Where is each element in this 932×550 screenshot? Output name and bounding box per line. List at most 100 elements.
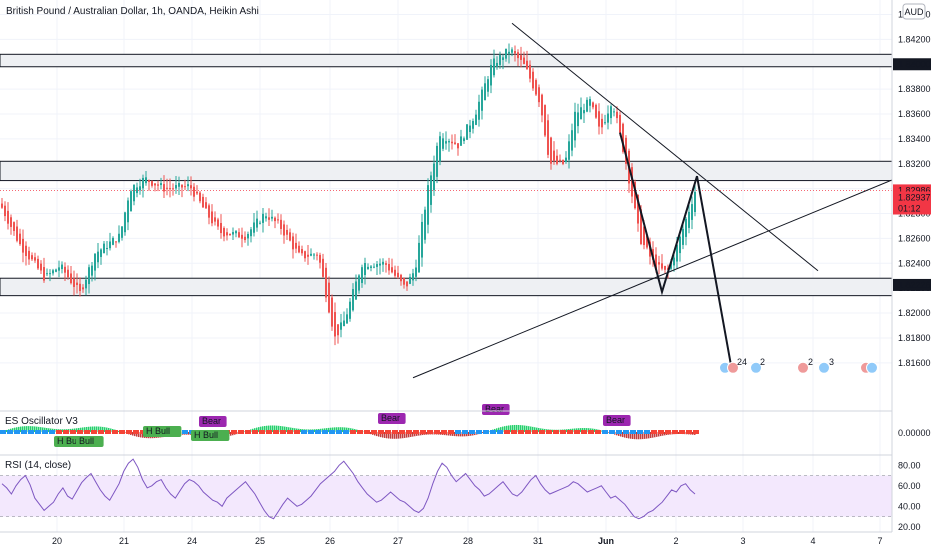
candle-body (331, 297, 333, 327)
sr-zone[interactable] (0, 53, 893, 68)
signal-label-box (76, 436, 104, 447)
time-axis-label: 20 (52, 536, 62, 546)
oscillator-signal-segment (434, 430, 440, 434)
candle-body (361, 267, 363, 283)
candle-body (298, 245, 300, 253)
oscillator-bar (88, 426, 90, 432)
oscillator-bar (466, 432, 468, 437)
time-axis[interactable]: 20 21 24 25 26 27 28 31 Jun 2 3 4 7 (52, 536, 883, 546)
oscillator-bar (456, 432, 458, 437)
candle-body (196, 191, 198, 194)
rsi-title[interactable]: RSI (14, close) (5, 460, 71, 471)
candle-body (463, 138, 465, 142)
candle-body (190, 185, 192, 189)
candle-body (274, 217, 276, 222)
oscillator-bar (626, 432, 628, 439)
candle-body (532, 71, 534, 89)
candle-body (187, 184, 189, 187)
oscillator-signal-segment (602, 430, 608, 434)
candle-body (574, 111, 576, 141)
currency-badge-box (902, 3, 926, 20)
oscillator-bar (44, 427, 46, 432)
trendline-descending[interactable] (511, 22, 819, 272)
oscillator-signal-segment (448, 430, 454, 434)
candle-body (46, 273, 48, 275)
candle-body (166, 187, 168, 189)
oscillator-signal-segment (672, 430, 678, 434)
rsi-axis-label: 80.00 (898, 460, 921, 470)
price-tag-value: 1.82226 (898, 280, 931, 290)
candle-body (568, 141, 570, 160)
candle-body (214, 217, 216, 222)
oscillator-bar (532, 426, 534, 432)
oscillator-bar (30, 426, 32, 432)
oscillator-bar (412, 432, 414, 437)
oscillator-signal-segment (427, 430, 433, 434)
price-tag-value: 1.82937 (898, 192, 931, 202)
oscillator-bar (426, 432, 428, 435)
oscillator-signal-segment (665, 430, 671, 434)
rsi-panel: 80.00 60.00 40.00 20.00 (0, 458, 921, 532)
signal-label-text: Bear (381, 413, 400, 423)
sr-zone[interactable] (0, 160, 893, 182)
candle-body (424, 209, 426, 240)
candle-body (457, 143, 459, 149)
oscillator-signal-segment (644, 430, 650, 434)
drawing-tools[interactable] (412, 22, 893, 379)
candle-body (325, 267, 327, 298)
candle-body (352, 289, 354, 311)
candle-body (100, 249, 102, 257)
candle-body (25, 245, 27, 257)
candle-body (685, 218, 687, 237)
candle-body (490, 64, 492, 86)
oscillator-bar (82, 427, 84, 432)
oscillator-bar (80, 427, 82, 432)
sr-zone[interactable] (0, 277, 893, 297)
oscillator-axis-label: 0.00000 (898, 428, 931, 438)
candle-body (109, 241, 111, 249)
candle-body (121, 226, 123, 238)
candle-body (538, 87, 540, 103)
oscillator-bar (104, 427, 106, 432)
event-marker-icon[interactable] (750, 361, 762, 374)
oscillator-bar (256, 427, 258, 432)
candle-body (658, 262, 660, 265)
oscillator-bar (402, 432, 404, 439)
oscillator-signal-segment (357, 430, 363, 434)
trendline-ascending[interactable] (412, 179, 893, 379)
candle-body (43, 267, 45, 281)
event-marker-icon[interactable] (866, 361, 878, 374)
symbol-title[interactable]: British Pound / Australian Dollar, 1h, O… (6, 6, 259, 17)
currency-badge[interactable]: AUD (902, 3, 926, 20)
price-axis-label: 1.84200 (898, 34, 931, 44)
oscillator-title[interactable]: ES Oscillator V3 (5, 416, 78, 427)
candle-body (73, 278, 75, 287)
oscillator-bar (288, 427, 290, 432)
event-marker-count: 2 (737, 357, 742, 367)
event-marker-icon[interactable] (797, 361, 809, 374)
oscillator-signal-segment (350, 430, 356, 434)
event-marker-icon[interactable] (818, 361, 830, 374)
candle-body (151, 181, 153, 186)
oscillator-bar (652, 432, 654, 438)
oscillator-bar (376, 432, 378, 437)
support-resistance-zones[interactable] (0, 53, 893, 297)
candle-body (67, 269, 69, 278)
candle-body (691, 204, 693, 220)
oscillator-bar (398, 432, 400, 439)
candle-body (415, 267, 417, 277)
event-marker-icon[interactable] (727, 361, 739, 374)
candle-body (172, 188, 174, 190)
projection-path[interactable] (619, 132, 732, 366)
oscillator-signal-segment (70, 430, 76, 434)
oscillator-bar (230, 432, 232, 436)
candle-body (475, 114, 477, 125)
candle-body (433, 163, 435, 191)
candle-body (634, 181, 636, 209)
oscillator-signal-segment (0, 430, 6, 434)
